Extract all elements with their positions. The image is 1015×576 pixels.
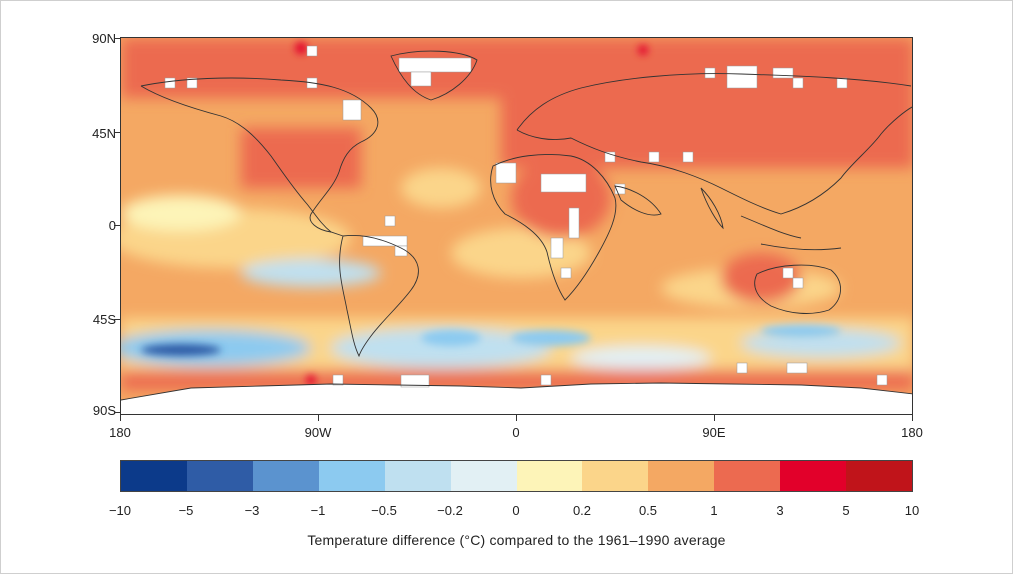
legend-swatch-8: [648, 461, 715, 491]
lon-tick: [912, 415, 913, 421]
legend-label: 0.5: [638, 503, 658, 518]
lat-label-45s: 45S: [92, 312, 116, 327]
legend-swatch-0: [121, 461, 187, 491]
legend-swatch-6: [516, 461, 583, 491]
lat-label-0: 0: [108, 218, 116, 233]
legend-label: −3: [244, 503, 260, 518]
missing-data-cells: [164, 45, 888, 388]
lon-label-0: 0: [512, 425, 520, 440]
lat-label-90n: 90N: [92, 31, 116, 46]
legend-swatch-7: [582, 461, 649, 491]
lat-tick: [114, 38, 120, 39]
lat-tick: [114, 319, 120, 320]
temperature-anomaly-map: [120, 37, 913, 415]
lat-label-90s: 90S: [92, 403, 116, 418]
legend-label: 0.2: [572, 503, 592, 518]
legend-label: 1: [710, 503, 718, 518]
lon-tick: [120, 415, 121, 421]
legend-swatch-4: [384, 461, 451, 491]
lat-label-45n: 45N: [92, 126, 116, 141]
lat-tick: [114, 225, 120, 226]
coastlines: [121, 50, 912, 401]
legend-label: 5: [842, 503, 850, 518]
lon-label-180e: 180: [901, 425, 923, 440]
lat-tick: [114, 132, 120, 133]
legend-label: −1: [310, 503, 326, 518]
color-legend: [120, 460, 913, 492]
antarctica-no-data: [121, 383, 912, 414]
legend-label: −0.5: [371, 503, 397, 518]
lon-tick: [516, 415, 517, 421]
legend-swatch-11: [846, 461, 913, 491]
lon-tick: [714, 415, 715, 421]
lon-label-180w: 180: [109, 425, 131, 440]
legend-swatch-2: [252, 461, 319, 491]
legend-label: 0: [512, 503, 520, 518]
legend-swatch-3: [318, 461, 385, 491]
legend-swatch-1: [186, 461, 253, 491]
legend-label: −0.2: [437, 503, 463, 518]
lat-tick: [114, 412, 120, 413]
legend-label: −10: [108, 503, 132, 518]
legend-label: −5: [178, 503, 194, 518]
anomaly-field-detail: [141, 42, 841, 385]
legend-caption: Temperature difference (°C) compared to …: [307, 532, 726, 548]
legend-label: 10: [904, 503, 920, 518]
map-canvas: [121, 38, 912, 414]
legend-swatch-10: [780, 461, 847, 491]
legend-swatch-9: [714, 461, 781, 491]
legend-swatch-5: [450, 461, 517, 491]
legend-label: 3: [776, 503, 784, 518]
lon-tick: [318, 415, 319, 421]
lon-label-90w: 90W: [304, 425, 332, 440]
lon-label-90e: 90E: [702, 425, 726, 440]
